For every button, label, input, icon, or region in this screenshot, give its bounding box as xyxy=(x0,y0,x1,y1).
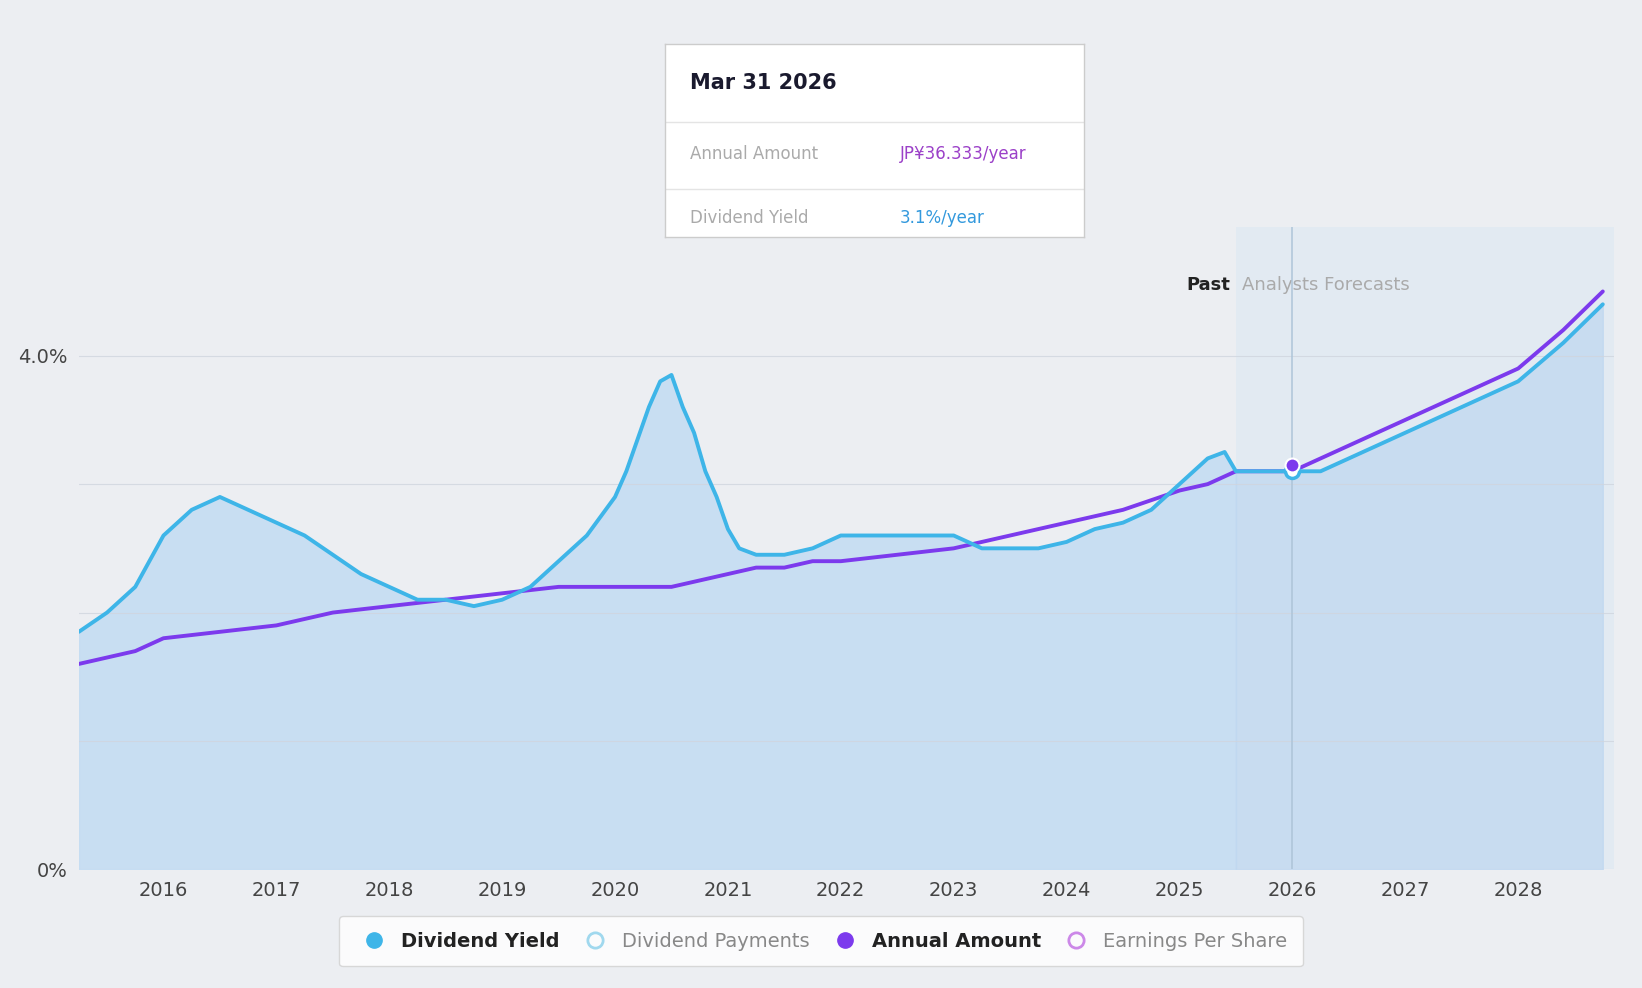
Legend: Dividend Yield, Dividend Payments, Annual Amount, Earnings Per Share: Dividend Yield, Dividend Payments, Annua… xyxy=(338,916,1304,966)
Bar xyxy=(1236,227,1614,869)
Text: Annual Amount: Annual Amount xyxy=(690,145,818,163)
Text: 3.1%/year: 3.1%/year xyxy=(900,208,984,227)
Text: Past: Past xyxy=(1187,276,1230,294)
Text: JP¥36.333/year: JP¥36.333/year xyxy=(900,145,1026,163)
Text: Dividend Yield: Dividend Yield xyxy=(690,208,808,227)
Text: Analysts Forecasts: Analysts Forecasts xyxy=(1241,276,1409,294)
Text: Mar 31 2026: Mar 31 2026 xyxy=(690,73,837,93)
